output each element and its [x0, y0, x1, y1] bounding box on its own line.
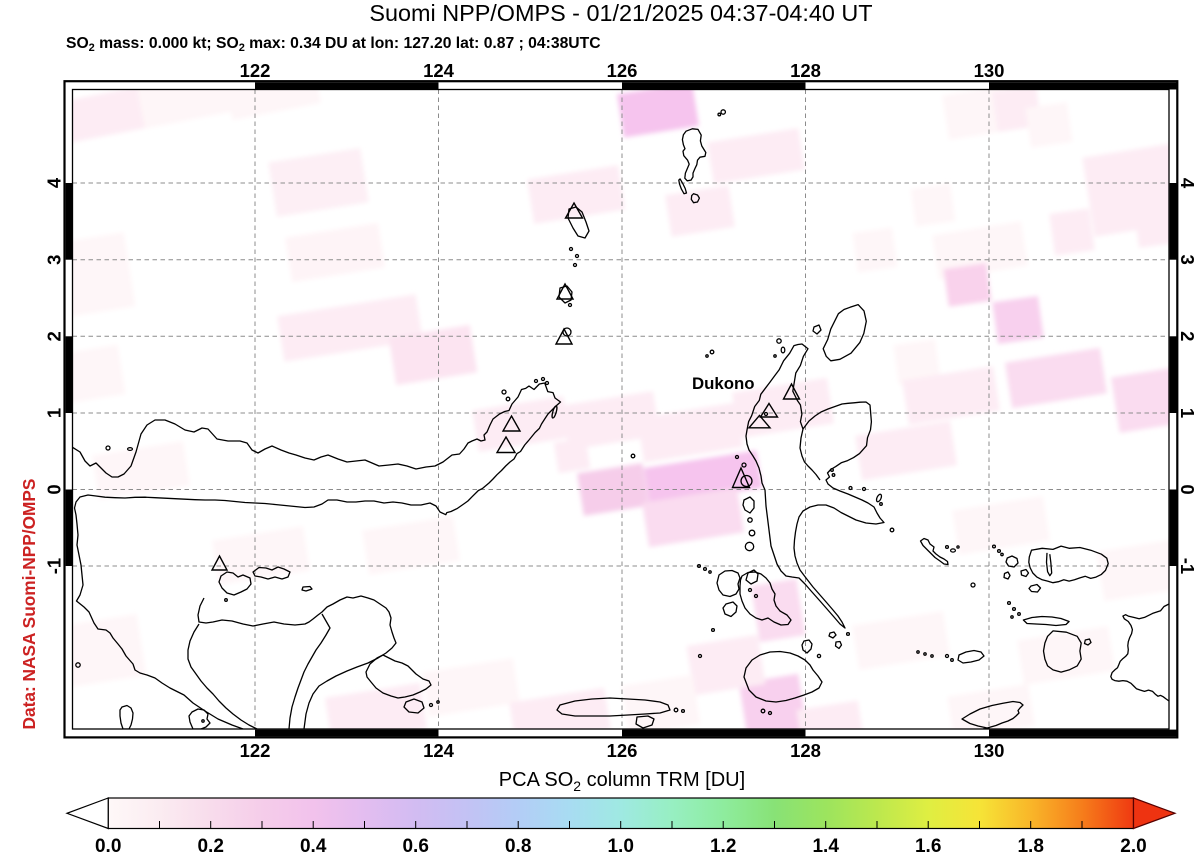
svg-text:0.8: 0.8 — [505, 836, 531, 855]
svg-text:124: 124 — [423, 60, 455, 81]
svg-text:128: 128 — [790, 60, 821, 81]
svg-text:-1: -1 — [1177, 558, 1198, 574]
svg-text:Data: NASA Suomi-NPP/OMPS: Data: NASA Suomi-NPP/OMPS — [19, 479, 39, 730]
svg-text:126: 126 — [607, 60, 638, 81]
svg-text:3: 3 — [1177, 255, 1198, 265]
svg-text:122: 122 — [240, 740, 271, 761]
svg-text:SO2 mass: 0.000 kt; SO2 max: 0: SO2 mass: 0.000 kt; SO2 max: 0.34 DU at … — [66, 35, 601, 54]
svg-text:1.4: 1.4 — [812, 836, 839, 855]
svg-text:0: 0 — [44, 484, 65, 494]
svg-text:2: 2 — [1177, 331, 1198, 341]
svg-text:1: 1 — [44, 408, 65, 418]
svg-text:0.4: 0.4 — [300, 836, 327, 855]
svg-text:-1: -1 — [44, 558, 65, 574]
svg-text:1.6: 1.6 — [915, 836, 941, 855]
svg-text:0.2: 0.2 — [197, 836, 223, 855]
svg-text:0.6: 0.6 — [402, 836, 428, 855]
svg-text:1.0: 1.0 — [607, 836, 633, 855]
svg-text:124: 124 — [423, 740, 455, 761]
svg-text:122: 122 — [240, 60, 271, 81]
svg-text:126: 126 — [607, 740, 638, 761]
svg-text:Dukono: Dukono — [692, 374, 754, 393]
svg-text:2: 2 — [44, 331, 65, 341]
svg-text:PCA SO2 column TRM [DU]: PCA SO2 column TRM [DU] — [499, 769, 745, 794]
svg-text:128: 128 — [790, 740, 821, 761]
svg-text:130: 130 — [974, 60, 1005, 81]
svg-text:3: 3 — [44, 255, 65, 265]
svg-text:0.0: 0.0 — [95, 836, 121, 855]
svg-text:Suomi NPP/OMPS - 01/21/2025 04: Suomi NPP/OMPS - 01/21/2025 04:37-04:40 … — [369, 0, 872, 26]
svg-text:1.2: 1.2 — [710, 836, 736, 855]
svg-text:1: 1 — [1177, 408, 1198, 418]
svg-text:4: 4 — [1177, 178, 1198, 189]
svg-text:130: 130 — [974, 740, 1005, 761]
svg-text:1.8: 1.8 — [1017, 836, 1043, 855]
svg-text:2.0: 2.0 — [1120, 836, 1146, 855]
svg-text:4: 4 — [44, 177, 65, 188]
svg-text:0: 0 — [1177, 484, 1198, 494]
